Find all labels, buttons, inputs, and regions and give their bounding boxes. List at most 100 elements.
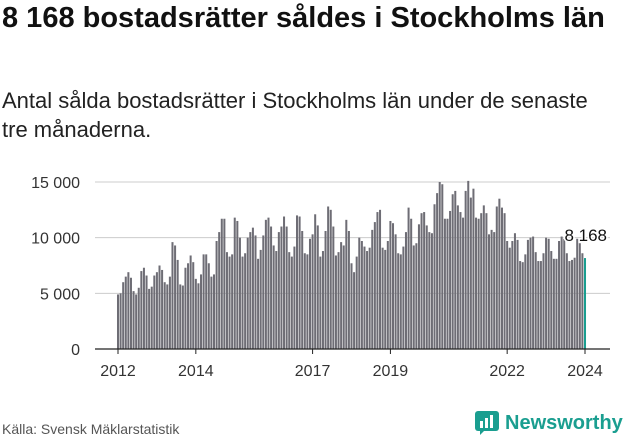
bar — [233, 217, 236, 349]
bar — [171, 242, 174, 349]
bar — [576, 238, 579, 349]
bar — [353, 272, 356, 349]
bar — [469, 197, 472, 349]
chart-title: 8 168 bostadsrätter såldes i Stockholms … — [2, 2, 605, 34]
bar — [539, 261, 542, 349]
bar — [166, 284, 169, 349]
bar — [298, 216, 301, 349]
bar — [308, 238, 311, 349]
bar — [161, 269, 164, 349]
bar — [373, 222, 376, 349]
bar — [254, 235, 257, 349]
bar — [275, 251, 278, 349]
bar — [277, 232, 280, 349]
x-axis-ticks: 2012 2014 2017 2019 2022 2024 — [100, 349, 603, 380]
bar — [306, 254, 309, 349]
bar — [550, 251, 553, 349]
bar — [218, 232, 221, 349]
bar — [197, 283, 200, 349]
bar — [225, 252, 228, 349]
bar — [542, 253, 545, 349]
newsworthy-icon — [475, 411, 499, 435]
bar — [555, 258, 558, 349]
bar — [443, 218, 446, 349]
x-tick-label: 2019 — [373, 363, 409, 380]
bar — [355, 256, 358, 349]
bar — [389, 220, 392, 349]
bar — [376, 212, 379, 349]
bar — [174, 245, 177, 349]
bar — [394, 234, 397, 349]
bar — [399, 254, 402, 349]
bar — [124, 276, 127, 349]
bar — [192, 262, 195, 349]
bar — [498, 198, 501, 349]
bar — [267, 217, 270, 349]
bar — [415, 243, 418, 349]
bar — [345, 219, 348, 349]
bar — [150, 286, 153, 349]
bar — [350, 263, 353, 349]
bar — [296, 215, 299, 349]
x-tick-label: 2024 — [567, 363, 603, 380]
bar — [428, 232, 431, 349]
bar — [568, 261, 571, 349]
bar — [480, 213, 483, 349]
x-tick-label: 2012 — [100, 363, 136, 380]
bar — [290, 256, 293, 349]
bar — [578, 243, 581, 349]
bar — [215, 241, 218, 349]
bar — [337, 252, 340, 349]
bar — [495, 206, 498, 349]
x-tick-label: 2022 — [489, 363, 525, 380]
bar — [132, 291, 135, 349]
bar — [334, 255, 337, 349]
bar — [485, 213, 488, 349]
bar — [327, 206, 330, 349]
bar — [563, 238, 566, 349]
bars — [116, 180, 587, 349]
bar — [516, 239, 519, 349]
bar — [293, 246, 296, 349]
bar — [202, 254, 205, 349]
bar — [412, 245, 415, 349]
bar — [547, 238, 550, 349]
bar — [314, 214, 317, 349]
bar — [519, 261, 522, 349]
bar — [384, 249, 387, 349]
chart-subtitle: Antal sålda bostadsrätter i Stockholms l… — [2, 88, 588, 142]
bar — [187, 263, 190, 349]
bar — [423, 212, 426, 349]
brand-name: Newsworthy — [505, 411, 623, 434]
bar — [441, 184, 444, 349]
bar — [122, 282, 125, 349]
bar — [342, 245, 345, 349]
bar — [487, 234, 491, 349]
bar — [145, 275, 148, 349]
bar — [280, 226, 283, 349]
bar — [210, 276, 213, 349]
bar — [168, 276, 171, 349]
bar — [142, 267, 145, 349]
y-tick-label: 0 — [71, 342, 80, 359]
bar — [410, 218, 413, 349]
bar — [329, 209, 332, 349]
bar — [472, 188, 475, 349]
bar — [158, 265, 161, 349]
bar — [207, 263, 210, 349]
brand-logo[interactable]: Newsworthy — [474, 408, 623, 438]
bar — [513, 233, 516, 349]
bar — [236, 220, 239, 349]
bar — [283, 216, 286, 349]
bar — [493, 232, 496, 349]
bar — [482, 205, 485, 349]
bar — [137, 287, 140, 349]
bar — [436, 193, 439, 349]
y-tick-label: 5 000 — [40, 286, 80, 303]
bar — [270, 226, 273, 349]
bar — [462, 217, 465, 349]
bar — [420, 213, 423, 349]
bar — [446, 218, 449, 349]
bar — [135, 294, 138, 349]
